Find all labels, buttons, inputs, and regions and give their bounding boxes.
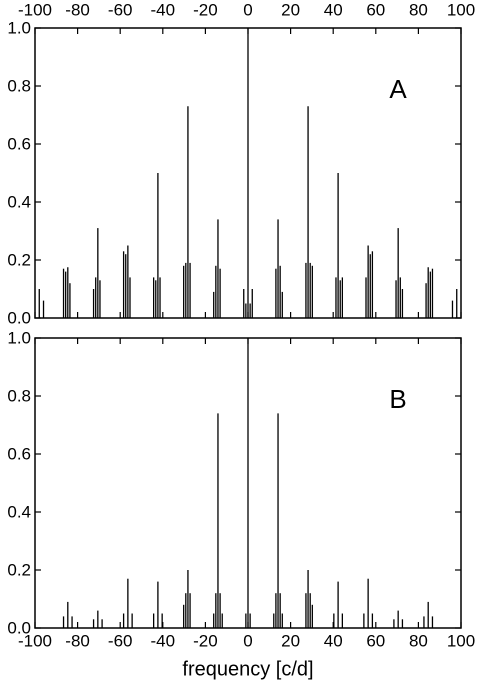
x-tick-label: -20 (193, 0, 218, 19)
x-tick-label: 100 (447, 631, 475, 650)
x-tick-label: 40 (324, 631, 343, 650)
y-tick-label: 0.8 (7, 76, 31, 95)
x-axis-label: frequency [c/d] (182, 658, 313, 680)
x-tick-label: -60 (108, 0, 133, 19)
x-tick-label: -60 (108, 631, 133, 650)
y-tick-label: 0.0 (7, 618, 31, 637)
panel-label: B (389, 384, 406, 414)
x-tick-label: 20 (281, 631, 300, 650)
y-tick-label: 0.8 (7, 386, 31, 405)
x-tick-label: -80 (65, 631, 90, 650)
y-tick-label: 0.2 (7, 560, 31, 579)
panel-label: A (389, 74, 407, 104)
x-tick-label: 100 (447, 0, 475, 19)
y-tick-label: 0.6 (7, 134, 31, 153)
x-tick-label: -40 (151, 0, 176, 19)
y-tick-label: 0.4 (7, 192, 31, 211)
x-tick-label: -100 (18, 631, 52, 650)
y-tick-label: 1.0 (7, 18, 31, 37)
x-tick-label: 0 (243, 0, 252, 19)
y-tick-label: 1.0 (7, 328, 31, 347)
y-tick-label: 0.4 (7, 502, 31, 521)
y-tick-label: 0.0 (7, 308, 31, 327)
x-tick-label: -20 (193, 631, 218, 650)
x-tick-label: 80 (409, 631, 428, 650)
x-tick-label: -100 (18, 0, 52, 19)
x-tick-label: 20 (281, 0, 300, 19)
x-tick-label: 0 (243, 631, 252, 650)
x-tick-label: -80 (65, 0, 90, 19)
x-tick-label: 60 (366, 0, 385, 19)
y-tick-label: 0.6 (7, 444, 31, 463)
x-tick-label: 60 (366, 631, 385, 650)
y-tick-label: 0.2 (7, 250, 31, 269)
x-tick-label: -40 (151, 631, 176, 650)
x-tick-label: 40 (324, 0, 343, 19)
x-tick-label: 80 (409, 0, 428, 19)
